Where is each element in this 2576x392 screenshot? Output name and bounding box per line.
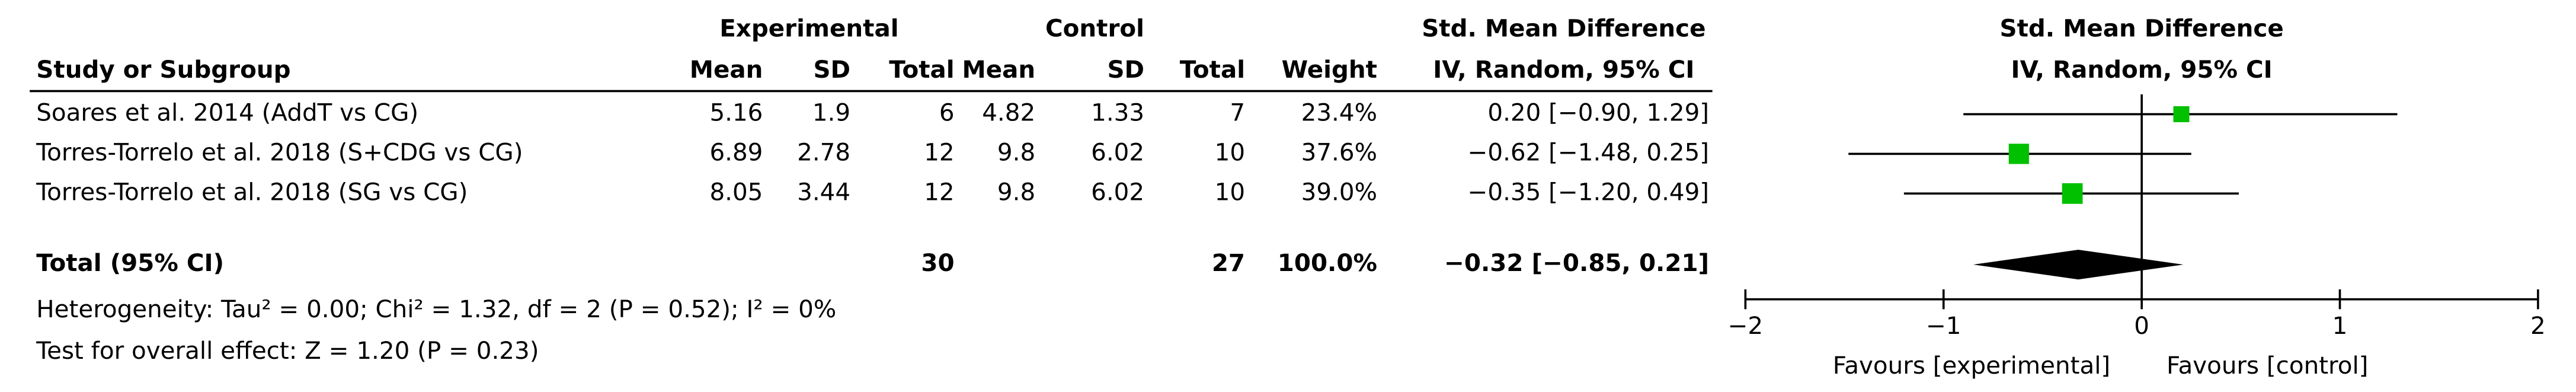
study-name: Soares et al. 2014 (AddT vs CG) <box>36 98 418 127</box>
cell: 10 <box>1215 138 1245 166</box>
heterogeneity: Heterogeneity: Tau² = 0.00; Chi² = 1.32,… <box>36 295 836 323</box>
column-header: SD <box>813 55 850 84</box>
column-header: SD <box>1107 55 1144 84</box>
total-cell: 30 <box>921 248 954 277</box>
total-ci-text: −0.32 [−0.85, 0.21] <box>1444 248 1709 277</box>
cell: 3.44 <box>797 177 850 206</box>
group-header: Control <box>1045 14 1144 42</box>
group-header: Experimental <box>719 14 898 42</box>
effect-header: Std. Mean Difference <box>1422 14 1705 42</box>
overall-effect: Test for overall effect: Z = 1.20 (P = 0… <box>36 336 539 365</box>
cell: 12 <box>924 177 954 206</box>
cell: 39.0% <box>1301 177 1377 206</box>
cell: 6 <box>939 98 955 127</box>
cell: 5.16 <box>709 98 763 127</box>
cell: 8.05 <box>709 177 763 206</box>
column-header: Mean <box>690 55 763 84</box>
cell: 7 <box>1230 98 1245 127</box>
effect-square <box>2008 144 2029 164</box>
cell: 1.33 <box>1091 98 1144 127</box>
column-header: Total <box>1180 55 1245 84</box>
summary-diamond <box>1973 250 2184 280</box>
ci-text: 0.20 [−0.90, 1.29] <box>1487 98 1709 127</box>
cell: 23.4% <box>1301 98 1377 127</box>
study-name: Torres-Torrelo et al. 2018 (S+CDG vs CG) <box>36 138 523 166</box>
total-name: Total (95% CI) <box>36 248 224 277</box>
ci-text: −0.35 [−1.20, 0.49] <box>1468 177 1710 206</box>
study-name: Torres-Torrelo et al. 2018 (SG vs CG) <box>36 177 468 206</box>
x-tick-label: −2 <box>1728 311 1764 340</box>
column-header: Weight <box>1282 55 1377 84</box>
x-tick-label: 1 <box>2332 311 2348 340</box>
study-header: Study or Subgroup <box>36 55 290 84</box>
ci-text: −0.62 [−1.48, 0.25] <box>1468 138 1710 166</box>
cell: 4.82 <box>982 98 1035 127</box>
cell: 37.6% <box>1301 138 1377 166</box>
x-tick-label: 2 <box>2530 311 2546 340</box>
cell: 12 <box>924 138 954 166</box>
cell: 10 <box>1215 177 1245 206</box>
total-cell: 100.0% <box>1278 248 1377 277</box>
cell: 6.02 <box>1091 138 1144 166</box>
cell: 9.8 <box>997 177 1035 206</box>
favours-left: Favours [experimental] <box>1833 351 2110 380</box>
effect-square <box>2062 183 2083 204</box>
plot-method: IV, Random, 95% CI <box>2011 55 2273 84</box>
cell: 9.8 <box>997 138 1035 166</box>
effect-method: IV, Random, 95% CI <box>1433 55 1694 84</box>
cell: 6.02 <box>1091 177 1144 206</box>
column-header: Mean <box>962 55 1036 84</box>
cell: 2.78 <box>797 138 850 166</box>
column-header: Total <box>889 55 954 84</box>
favours-right: Favours [control] <box>2167 351 2369 380</box>
x-tick-label: −1 <box>1926 311 1961 340</box>
effect-square <box>2173 106 2190 123</box>
x-tick-label: 0 <box>2134 311 2149 340</box>
cell: 1.9 <box>812 98 850 127</box>
plot-title: Std. Mean Difference <box>2000 14 2284 42</box>
cell: 6.89 <box>709 138 763 166</box>
total-cell: 27 <box>1212 248 1245 277</box>
